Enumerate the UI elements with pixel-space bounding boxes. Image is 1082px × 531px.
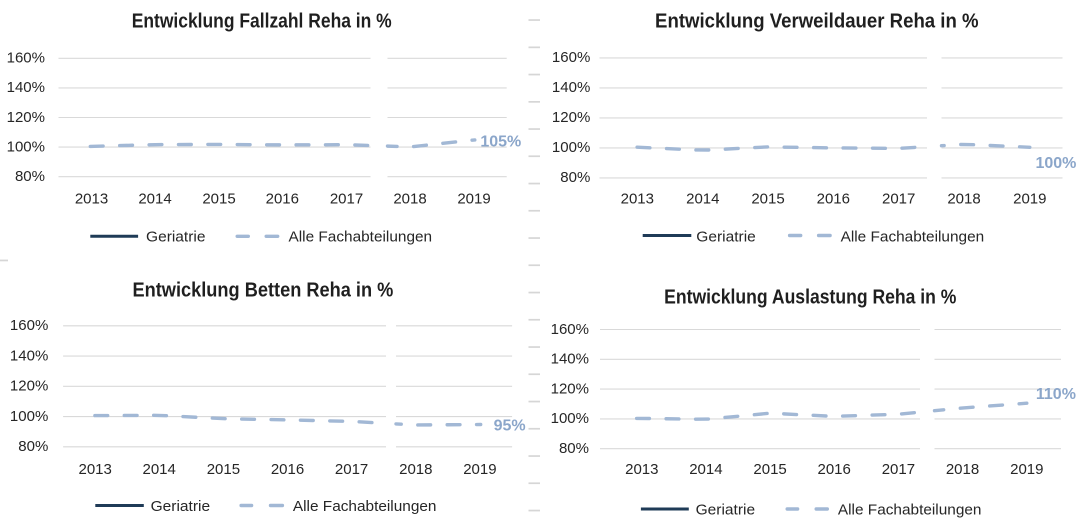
- svg-text:2017: 2017: [882, 191, 915, 208]
- svg-text:100%: 100%: [551, 410, 589, 427]
- svg-text:2014: 2014: [143, 461, 176, 478]
- svg-text:100%: 100%: [10, 408, 48, 425]
- svg-text:2015: 2015: [751, 191, 784, 208]
- svg-text:Geriatrie: Geriatrie: [696, 501, 756, 518]
- svg-text:Alle Fachabteilungen: Alle Fachabteilungen: [838, 501, 982, 518]
- svg-text:80%: 80%: [559, 440, 589, 457]
- svg-text:Alle Fachabteilungen: Alle Fachabteilungen: [841, 228, 985, 245]
- svg-text:2015: 2015: [202, 191, 235, 208]
- svg-text:2018: 2018: [947, 191, 980, 208]
- svg-text:Entwicklung Betten Reha in %: Entwicklung Betten Reha in %: [133, 280, 394, 302]
- svg-text:120%: 120%: [10, 378, 48, 395]
- svg-text:2016: 2016: [817, 191, 850, 208]
- svg-text:160%: 160%: [552, 49, 590, 66]
- svg-text:100%: 100%: [1035, 155, 1076, 172]
- svg-text:2019: 2019: [463, 461, 496, 478]
- svg-text:2014: 2014: [686, 191, 719, 208]
- svg-text:140%: 140%: [552, 79, 590, 96]
- svg-text:160%: 160%: [10, 317, 48, 334]
- svg-text:Alle Fachabteilungen: Alle Fachabteilungen: [289, 228, 433, 245]
- svg-text:140%: 140%: [10, 347, 48, 364]
- svg-text:2015: 2015: [753, 461, 786, 478]
- svg-text:120%: 120%: [552, 109, 590, 126]
- svg-text:2018: 2018: [946, 461, 979, 478]
- svg-text:Alle Fachabteilungen: Alle Fachabteilungen: [293, 498, 437, 515]
- svg-text:80%: 80%: [560, 169, 590, 186]
- svg-text:2014: 2014: [138, 191, 171, 208]
- svg-text:2019: 2019: [1013, 191, 1046, 208]
- svg-text:2013: 2013: [625, 461, 658, 478]
- svg-text:2017: 2017: [882, 461, 915, 478]
- svg-text:Entwicklung Auslastung Reha in: Entwicklung Auslastung Reha in %: [664, 287, 956, 309]
- svg-text:160%: 160%: [551, 321, 589, 338]
- svg-text:100%: 100%: [552, 139, 590, 156]
- svg-text:2017: 2017: [335, 461, 368, 478]
- svg-text:110%: 110%: [1036, 386, 1076, 403]
- svg-text:2013: 2013: [75, 191, 108, 208]
- svg-text:Geriatrie: Geriatrie: [151, 498, 211, 515]
- svg-text:2019: 2019: [1010, 461, 1043, 478]
- svg-text:2019: 2019: [457, 191, 490, 208]
- svg-text:2015: 2015: [207, 461, 240, 478]
- svg-text:Geriatrie: Geriatrie: [146, 228, 206, 245]
- svg-text:160%: 160%: [7, 50, 45, 67]
- svg-text:2013: 2013: [621, 191, 654, 208]
- svg-text:2014: 2014: [689, 461, 722, 478]
- svg-text:120%: 120%: [551, 380, 589, 397]
- svg-text:100%: 100%: [7, 138, 45, 155]
- svg-text:2016: 2016: [266, 191, 299, 208]
- svg-text:80%: 80%: [15, 168, 45, 185]
- svg-text:80%: 80%: [18, 438, 48, 455]
- svg-text:95%: 95%: [494, 418, 526, 435]
- svg-text:140%: 140%: [7, 79, 45, 96]
- svg-text:2016: 2016: [271, 461, 304, 478]
- svg-text:2018: 2018: [399, 461, 432, 478]
- svg-text:105%: 105%: [480, 133, 521, 150]
- svg-text:Entwicklung Fallzahl Reha in %: Entwicklung Fallzahl Reha in %: [132, 11, 392, 33]
- svg-text:2016: 2016: [818, 461, 851, 478]
- svg-text:2017: 2017: [330, 191, 363, 208]
- svg-text:Entwicklung Verweildauer Reha: Entwicklung Verweildauer Reha in %: [655, 11, 979, 33]
- svg-text:140%: 140%: [551, 351, 589, 368]
- svg-text:Geriatrie: Geriatrie: [696, 228, 756, 245]
- svg-text:120%: 120%: [7, 109, 45, 126]
- svg-text:2013: 2013: [79, 461, 112, 478]
- svg-text:2018: 2018: [393, 191, 426, 208]
